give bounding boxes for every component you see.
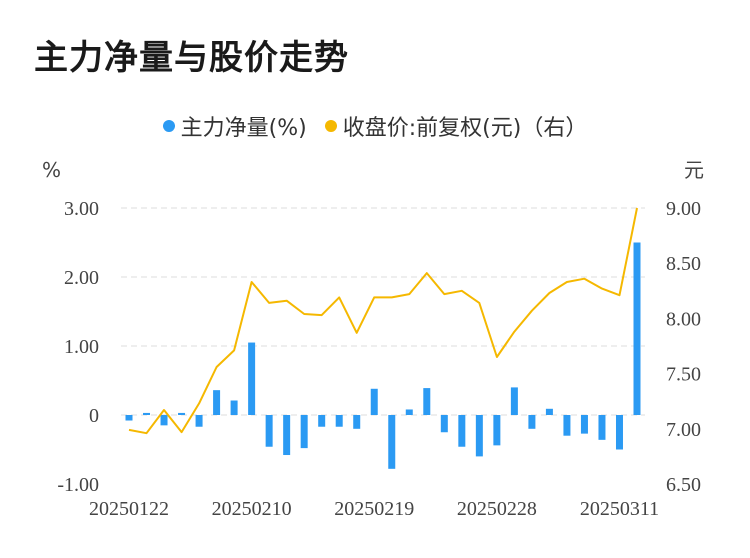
bar [370, 388, 378, 415]
right-tick-label: 7.00 [666, 419, 701, 441]
bar [160, 415, 168, 426]
bar [353, 415, 361, 429]
bar [563, 415, 571, 436]
left-tick-label: 3.00 [64, 198, 99, 220]
bar [195, 415, 203, 427]
right-axis-unit: 元 [684, 158, 704, 182]
bar-series [125, 242, 641, 469]
axis-labels: % 元 3.00 2.00 1.00 0 -1.00 9.00 8.50 8.00 7.50 7.… [42, 158, 704, 520]
bar [545, 408, 553, 415]
legend-label-close-price: 收盘价:前复权(元)（右） [342, 116, 588, 141]
left-axis-unit: % [42, 158, 61, 182]
bar [248, 342, 256, 415]
bar [528, 415, 536, 429]
bar [318, 415, 326, 427]
left-tick-label: 0 [89, 405, 99, 427]
right-tick-label: 7.50 [666, 364, 701, 386]
bar [300, 415, 308, 449]
legend-dot-line-icon [324, 120, 337, 132]
left-tick-label: 1.00 [64, 336, 99, 358]
line-series [128, 207, 638, 435]
bar [405, 409, 413, 415]
right-tick-label: 8.50 [666, 253, 701, 275]
bar [213, 390, 221, 415]
bar [143, 412, 151, 415]
bar [633, 242, 641, 415]
x-tick-label: 20250219 [334, 498, 414, 520]
bar [440, 415, 448, 433]
x-tick-label: 20250122 [89, 498, 169, 520]
legend-label-net-flow: 主力净量(%) [180, 116, 307, 141]
right-tick-label: 9.00 [666, 198, 701, 220]
bar [510, 387, 518, 415]
bar [475, 415, 483, 457]
right-tick-label: 6.50 [666, 474, 701, 496]
bar [230, 400, 238, 415]
bar [335, 415, 343, 427]
bar [388, 415, 396, 469]
legend-dot-bar-icon [162, 120, 175, 132]
x-tick-label: 20250228 [457, 498, 537, 520]
chart-title: 主力净量与股价走势 [34, 38, 349, 78]
x-tick-label: 20250210 [212, 498, 292, 520]
grid-lines [121, 207, 645, 416]
legend-item-net-flow[interactable]: 主力净量(%) [162, 110, 307, 142]
bar [493, 415, 501, 446]
bar [615, 415, 623, 450]
right-tick-label: 8.00 [666, 308, 701, 330]
bar [458, 415, 466, 447]
bar [178, 412, 186, 415]
bar [580, 415, 588, 434]
legend: 主力净量(%) 收盘价:前复权(元)（右） [0, 110, 750, 142]
price-line [128, 207, 638, 435]
left-tick-label: -1.00 [57, 474, 99, 496]
legend-item-close-price[interactable]: 收盘价:前复权(元)（右） [324, 110, 588, 142]
bar [283, 415, 291, 456]
bar [423, 388, 431, 415]
left-tick-label: 2.00 [64, 267, 99, 289]
bar [598, 415, 606, 440]
bar [125, 415, 133, 421]
bar [265, 415, 273, 447]
x-tick-label: 20250311 [580, 498, 659, 520]
